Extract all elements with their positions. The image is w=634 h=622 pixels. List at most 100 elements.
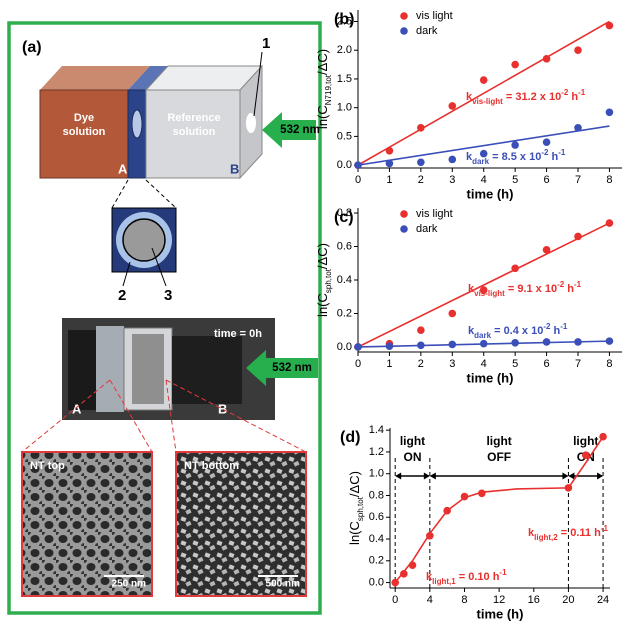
hole xyxy=(246,113,256,133)
data-point xyxy=(581,451,590,460)
slab-top xyxy=(128,66,168,90)
data-point xyxy=(400,570,408,578)
data-point xyxy=(511,60,519,69)
x-tick-label: 8 xyxy=(606,174,612,186)
y-tick-label: 1.5 xyxy=(337,73,352,85)
text-part: = 0.11 h xyxy=(558,527,601,539)
x-tick-label: 7 xyxy=(575,358,581,370)
dye-top xyxy=(40,66,150,90)
y-tick-label: 0.2 xyxy=(369,555,384,567)
data-point xyxy=(426,531,434,540)
laser-label: 532 nm xyxy=(280,124,320,136)
data-point xyxy=(511,141,519,149)
text-part: ln(C xyxy=(347,521,362,545)
x-tick-label: 20 xyxy=(562,594,574,606)
callout-line xyxy=(151,247,167,287)
y-tick-label: 0.4 xyxy=(369,533,384,545)
ref-label: solution xyxy=(173,126,216,138)
x-tick-label: 6 xyxy=(544,358,550,370)
data-point xyxy=(479,339,488,348)
arrow-head xyxy=(429,472,436,480)
text-part: k xyxy=(468,283,475,295)
y-tick-label: 1.2 xyxy=(369,446,384,458)
callout: 2 xyxy=(118,287,126,304)
data-point xyxy=(605,337,614,345)
photo-part xyxy=(172,336,242,404)
text-part: = 0.10 h xyxy=(456,571,500,583)
label-a: A xyxy=(118,161,128,176)
arrow-head xyxy=(395,472,402,480)
data-point xyxy=(448,340,457,349)
text-part: -2 xyxy=(541,148,549,157)
x-tick-label: 8 xyxy=(461,594,467,606)
x-tick-label: 16 xyxy=(528,594,540,606)
data-point xyxy=(385,342,394,350)
text-part: k xyxy=(426,571,433,583)
text-part: vis-light xyxy=(472,97,503,106)
data-point xyxy=(542,338,551,346)
y-tick-label: 0.0 xyxy=(369,576,384,588)
x-tick-label: 2 xyxy=(418,174,424,186)
y-tick-label: 0.5 xyxy=(337,130,352,142)
annotation: klight,1 = 0.10 h-1 xyxy=(426,568,507,586)
photo-time: time = 0h xyxy=(214,328,262,340)
region-label: light xyxy=(400,434,425,448)
arrow-head xyxy=(597,472,604,480)
y-tick-label: 0.6 xyxy=(337,240,352,252)
region-label: ON xyxy=(404,450,422,464)
panel-a: (a) 1 532 nm Dye solution Reference solu… xyxy=(7,21,322,615)
legend-label: vis light xyxy=(416,208,453,220)
data-point xyxy=(599,432,607,441)
text-part: h xyxy=(564,283,574,295)
text-part: k xyxy=(466,91,473,103)
text-part: -1 xyxy=(558,148,566,157)
photo-part xyxy=(96,326,124,412)
callout: 3 xyxy=(164,287,172,304)
text-part: N719,tot xyxy=(324,74,333,105)
text-part: light,2 xyxy=(534,533,558,542)
data-point xyxy=(511,338,519,347)
x-tick-label: 4 xyxy=(481,358,487,370)
laser-arrow xyxy=(262,112,316,148)
zoom-line xyxy=(109,379,153,453)
text-part: h xyxy=(548,151,558,163)
fit-line xyxy=(394,436,604,584)
text-part: /ΔC) xyxy=(347,471,362,497)
annotation: klight,2 = 0.11 h-1 xyxy=(528,524,608,542)
data-point xyxy=(385,146,394,155)
data-point xyxy=(574,46,582,55)
sem-image xyxy=(21,451,153,597)
annotation: kdark = 8.5 x 10-2 h-1 xyxy=(466,148,566,166)
data-point xyxy=(448,155,457,164)
laser-label: 532 nm xyxy=(272,362,312,374)
data-point xyxy=(479,76,488,84)
data-point xyxy=(542,138,551,146)
text-part: = 31.2 x 10 xyxy=(503,91,561,103)
text-part: -2 xyxy=(557,280,565,289)
data-point xyxy=(354,343,362,351)
annotation: kvis-light = 31.2 x 10-2 h-1 xyxy=(466,88,586,106)
data-point xyxy=(479,286,488,294)
text-part: = 0.4 x 10 xyxy=(491,325,543,337)
sem-title: NT top xyxy=(30,460,65,472)
text-part: sph,tot xyxy=(324,268,333,293)
text-part: -2 xyxy=(543,322,551,331)
data-point xyxy=(478,489,486,498)
x-tick-label: 2 xyxy=(418,358,424,370)
fit-line xyxy=(357,125,610,166)
laser-arrow xyxy=(246,350,318,386)
y-tick-label: 0.0 xyxy=(337,159,352,171)
y-axis-label: ln(CN719,tot/ΔC) xyxy=(315,49,332,129)
data-point xyxy=(542,55,551,63)
data-point xyxy=(574,232,582,241)
region-label: OFF xyxy=(487,450,511,464)
panel-frame xyxy=(7,21,322,615)
data-point xyxy=(354,161,362,169)
panel-label: (c) xyxy=(334,209,354,226)
sem-scale: 250 nm xyxy=(112,579,147,590)
y-tick-label: 0.6 xyxy=(369,511,384,523)
data-point xyxy=(385,159,394,168)
x-tick-label: 5 xyxy=(512,174,518,186)
x-tick-label: 8 xyxy=(606,358,612,370)
